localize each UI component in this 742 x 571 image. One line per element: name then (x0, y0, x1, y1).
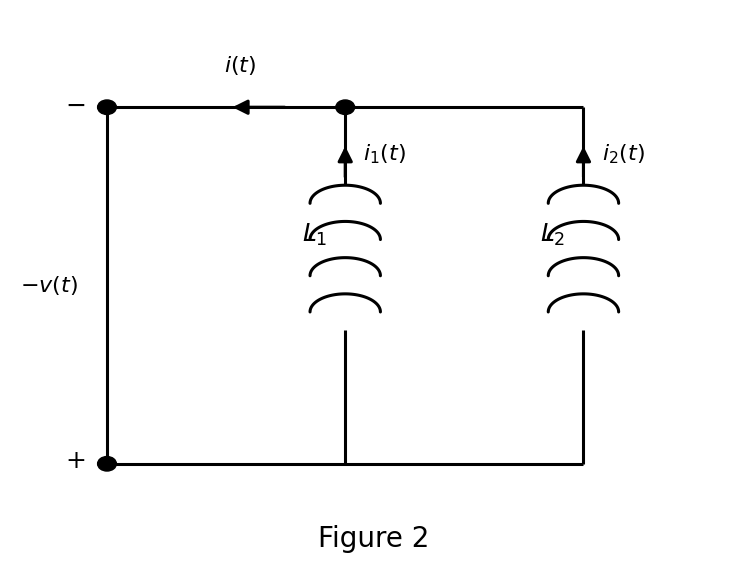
Circle shape (336, 100, 355, 114)
Text: $i_2(t)$: $i_2(t)$ (602, 143, 644, 166)
Text: $i(t)$: $i(t)$ (224, 54, 257, 77)
Circle shape (98, 100, 116, 114)
Circle shape (98, 457, 116, 471)
Text: Figure 2: Figure 2 (318, 525, 430, 553)
Text: $+$: $+$ (65, 449, 85, 473)
Text: $L_2$: $L_2$ (540, 222, 565, 248)
Text: $-$: $-$ (65, 93, 85, 116)
Text: $i_1(t)$: $i_1(t)$ (364, 143, 406, 166)
Text: $L_1$: $L_1$ (302, 222, 327, 248)
Text: $-v(t)$: $-v(t)$ (20, 274, 78, 297)
